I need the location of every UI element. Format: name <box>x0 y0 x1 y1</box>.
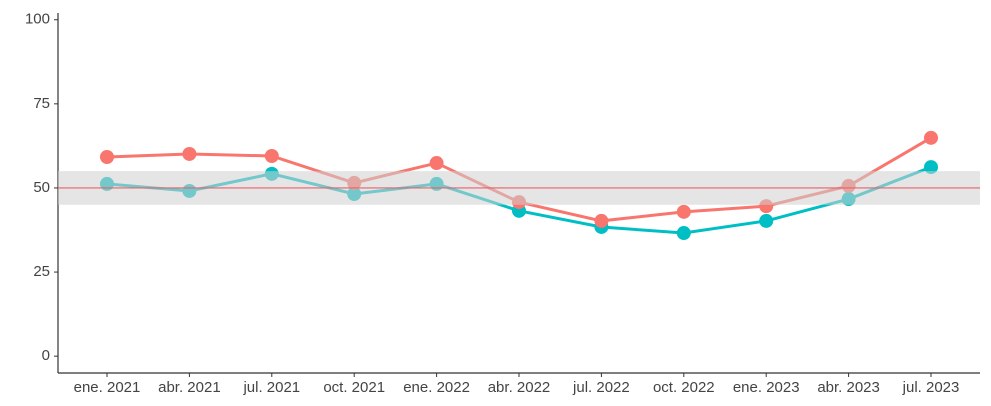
y-tick-label: 0 <box>42 347 50 364</box>
x-tick-label: ene. 2022 <box>403 379 470 396</box>
point <box>429 156 444 171</box>
x-tick-label: abr. 2023 <box>817 379 880 396</box>
point <box>594 213 609 228</box>
y-tick-label: 50 <box>33 179 50 196</box>
point <box>264 148 279 163</box>
point <box>924 130 938 145</box>
x-tick-label: oct. 2022 <box>653 379 715 396</box>
x-tick-label: ene. 2023 <box>733 379 800 396</box>
x-tick-label: ene. 2021 <box>74 379 141 396</box>
x-tick-label: oct. 2021 <box>323 379 385 396</box>
point <box>759 213 774 228</box>
x-tick-label: jul. 2022 <box>572 379 630 396</box>
point <box>100 150 114 164</box>
point <box>182 146 197 161</box>
point <box>676 226 691 241</box>
x-tick-label: abr. 2022 <box>488 379 551 396</box>
point <box>676 204 691 219</box>
y-tick-label: 100 <box>25 11 50 28</box>
x-tick-label: abr. 2021 <box>158 379 221 396</box>
x-tick-label: jul. 2023 <box>902 379 960 396</box>
y-tick-label: 75 <box>33 95 50 112</box>
point <box>924 160 938 175</box>
y-tick-label: 25 <box>33 263 50 280</box>
x-tick-label: jul. 2021 <box>242 379 300 396</box>
